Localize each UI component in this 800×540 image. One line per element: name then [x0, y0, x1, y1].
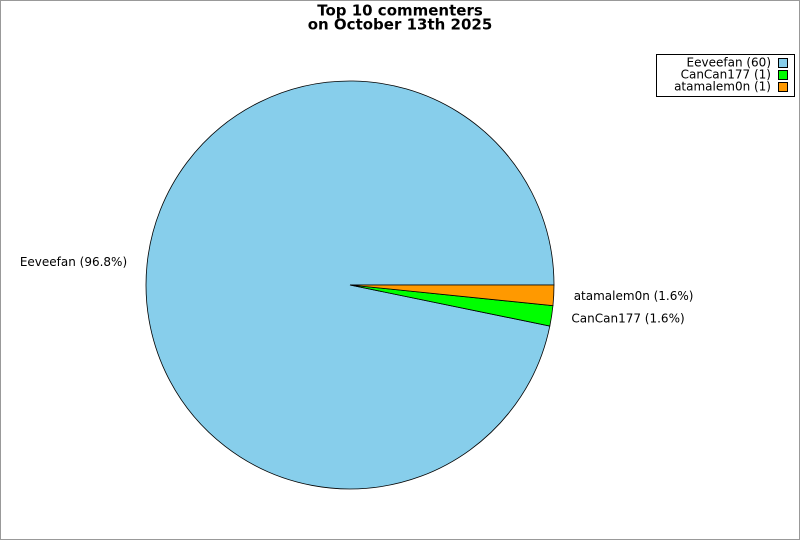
legend-label: Eeveefan (60) [687, 56, 771, 70]
slice-label: atamalem0n (1.6%) [574, 289, 694, 303]
legend [656, 54, 795, 97]
slice-label: CanCan177 (1.6%) [571, 311, 684, 325]
legend-label: CanCan177 (1) [681, 68, 771, 82]
pie-slice [349, 284, 555, 307]
chart-subtitle: on October 13th 2025 [308, 16, 493, 34]
legend-swatch [778, 70, 788, 80]
legend-swatch [778, 82, 788, 92]
legend-label: atamalem0n (1) [674, 80, 771, 94]
legend-swatch [778, 58, 788, 68]
slice-label: Eeveefan (96.8%) [20, 255, 127, 269]
chart-title: Top 10 commenters [317, 2, 483, 20]
